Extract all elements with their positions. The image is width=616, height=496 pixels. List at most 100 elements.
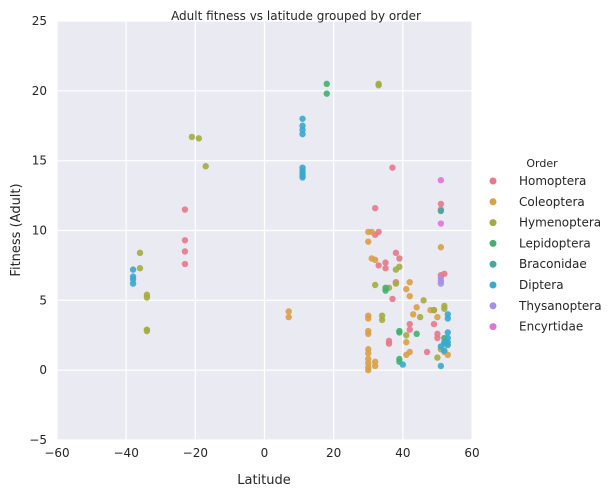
data-point xyxy=(410,311,417,318)
series-thysanoptera xyxy=(437,274,445,287)
x-tick-label: 0 xyxy=(261,446,269,460)
data-point xyxy=(444,329,451,336)
data-point xyxy=(406,292,413,300)
data-point xyxy=(423,348,431,356)
data-point xyxy=(195,135,202,142)
data-point xyxy=(365,238,372,245)
x-tick-label: 20 xyxy=(326,446,341,460)
data-point xyxy=(181,237,189,244)
data-point xyxy=(434,313,441,321)
data-point xyxy=(365,366,372,374)
data-point xyxy=(396,329,403,336)
y-axis-label: Fitness (Adult) xyxy=(9,183,24,276)
data-point xyxy=(430,320,438,328)
data-point xyxy=(413,330,420,338)
x-tick-label: 40 xyxy=(395,446,410,460)
data-point xyxy=(437,200,445,208)
legend-marker xyxy=(489,198,497,206)
data-point xyxy=(129,280,137,287)
data-point xyxy=(368,228,375,236)
data-point xyxy=(399,361,407,368)
data-point xyxy=(136,249,144,257)
data-point xyxy=(385,340,393,347)
data-point xyxy=(403,285,410,293)
y-tick-label: 0 xyxy=(39,363,47,377)
y-tick-label: 20 xyxy=(32,84,47,98)
data-point xyxy=(143,294,151,301)
legend-item-label: Hymenoptera xyxy=(519,216,601,230)
data-point xyxy=(420,297,427,304)
data-point xyxy=(382,287,389,294)
y-tick-labels: −5 0 5 10 15 20 25 xyxy=(29,14,47,447)
data-point xyxy=(299,115,306,122)
data-point xyxy=(392,280,400,287)
data-point xyxy=(406,348,413,356)
x-tick-label: −60 xyxy=(44,446,69,460)
legend-item-label: Diptera xyxy=(519,278,564,292)
data-point xyxy=(434,330,441,338)
data-point xyxy=(406,278,413,286)
data-point xyxy=(188,133,196,141)
data-point xyxy=(403,332,410,339)
data-point xyxy=(434,354,441,361)
legend-marker xyxy=(489,323,497,331)
data-point xyxy=(441,347,448,354)
data-point xyxy=(392,249,400,257)
data-point xyxy=(371,281,379,289)
data-point xyxy=(181,260,189,268)
data-point xyxy=(416,313,424,321)
legend-marker xyxy=(489,302,497,310)
data-point xyxy=(403,339,410,346)
data-point xyxy=(136,265,144,272)
data-points xyxy=(129,80,451,374)
data-point xyxy=(389,295,396,303)
legend-item-label: Homoptera xyxy=(519,174,586,188)
data-point xyxy=(382,259,389,266)
legend-marker xyxy=(489,260,497,268)
data-point xyxy=(382,265,389,272)
data-point xyxy=(444,311,451,318)
data-point xyxy=(437,280,445,287)
y-tick-label: 25 xyxy=(32,14,47,28)
data-point xyxy=(323,90,330,97)
data-point xyxy=(437,362,445,370)
data-point xyxy=(323,80,330,88)
x-tick-labels: −60 −40 −20 0 20 40 60 xyxy=(44,446,479,460)
data-point xyxy=(365,350,372,357)
y-tick-label: 15 xyxy=(32,154,47,168)
data-point xyxy=(202,163,209,170)
x-axis-label: Latitude xyxy=(237,473,291,488)
legend-marker xyxy=(489,239,497,247)
data-point xyxy=(437,207,445,215)
data-point xyxy=(371,256,379,264)
data-point xyxy=(371,358,379,365)
legend-item-label: Thysanoptera xyxy=(518,299,602,313)
data-point xyxy=(365,315,372,322)
data-point xyxy=(396,263,403,271)
data-point xyxy=(430,306,438,314)
data-point xyxy=(441,305,448,312)
y-tick-label: 10 xyxy=(32,224,47,238)
data-point xyxy=(299,130,306,138)
series-diptera xyxy=(129,115,451,370)
data-point xyxy=(406,320,413,328)
x-tick-label: −40 xyxy=(114,446,139,460)
legend-marker xyxy=(489,177,497,185)
data-point xyxy=(129,266,137,273)
data-point xyxy=(437,244,445,251)
chart-title: Adult fitness vs latitude grouped by ord… xyxy=(171,9,421,23)
x-tick-label: 60 xyxy=(464,446,479,460)
data-point xyxy=(371,204,379,212)
legend-marker xyxy=(489,219,497,227)
data-point xyxy=(375,262,382,269)
data-point xyxy=(413,304,420,311)
data-point xyxy=(441,340,448,347)
y-tick-label: −5 xyxy=(29,433,47,447)
series-encyrtidae xyxy=(437,177,445,227)
data-point xyxy=(143,327,151,335)
grid-lines xyxy=(56,20,473,441)
legend-marker xyxy=(489,281,497,289)
data-point xyxy=(437,177,445,184)
data-point xyxy=(375,82,382,89)
